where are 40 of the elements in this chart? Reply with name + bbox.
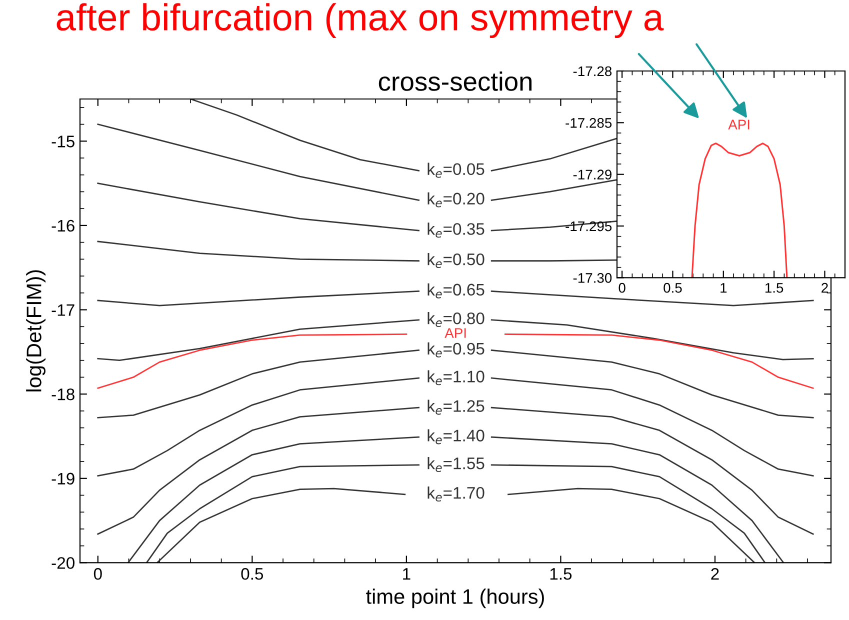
series-label: k$_{e}$=1.10 [428, 370, 484, 386]
x-axis-title: time point 1 (hours) [366, 588, 544, 608]
series-label: k$_{e}$=1.55 [428, 457, 484, 472]
y-axis-title: log(Det(FIM)) [26, 270, 46, 392]
series-label: API [728, 120, 750, 130]
x-tick-label: 1.5 [765, 283, 784, 293]
series-label: k$_{e}$=1.25 [428, 400, 484, 415]
y-tick-label: -15 [52, 136, 74, 148]
series-label: k$_{e}$=0.65 [428, 283, 484, 298]
chart-title: cross-section [378, 72, 532, 91]
y-tick-label: -19 [52, 472, 74, 485]
y-tick-label: -17.29 [573, 170, 612, 180]
y-tick-label: -17.28 [573, 66, 612, 76]
y-tick-label: -20 [52, 557, 74, 569]
x-tick-label: 2 [711, 568, 719, 580]
series-label: k$_{e}$=1.70 [428, 486, 484, 502]
y-tick-label: -17.285 [566, 118, 612, 128]
x-tick-label: 0 [618, 282, 626, 293]
x-tick-label: 2 [822, 282, 828, 293]
y-tick-label: -18 [52, 388, 74, 400]
x-tick-label: 0.5 [664, 282, 682, 293]
series-label: k$_{e}$=0.95 [428, 342, 484, 358]
x-tick-label: 0 [94, 568, 102, 580]
y-tick-label: -17.295 [566, 221, 612, 232]
x-tick-label: 1 [403, 568, 410, 580]
series-label: k$_{e}$=0.80 [428, 312, 484, 328]
y-tick-label: -17.30 [573, 273, 612, 283]
x-tick-label: 0.5 [241, 568, 264, 580]
y-tick-label: -17 [52, 304, 74, 316]
series-label: k$_{e}$=1.40 [428, 429, 484, 444]
series-label: k$_{e}$=0.05 [428, 162, 484, 178]
x-tick-label: 1.5 [550, 568, 572, 580]
series-label: k$_{e}$=0.20 [428, 192, 484, 208]
series-label: k$_{e}$=0.50 [428, 253, 484, 268]
y-tick-label: -16 [52, 220, 74, 232]
series-label: k$_{e}$=0.35 [428, 222, 484, 238]
text: API [444, 328, 466, 338]
x-tick-label: 1 [720, 283, 727, 293]
line-series [691, 142, 788, 278]
text: after bifurcation (max on symmetry a [56, 3, 664, 38]
